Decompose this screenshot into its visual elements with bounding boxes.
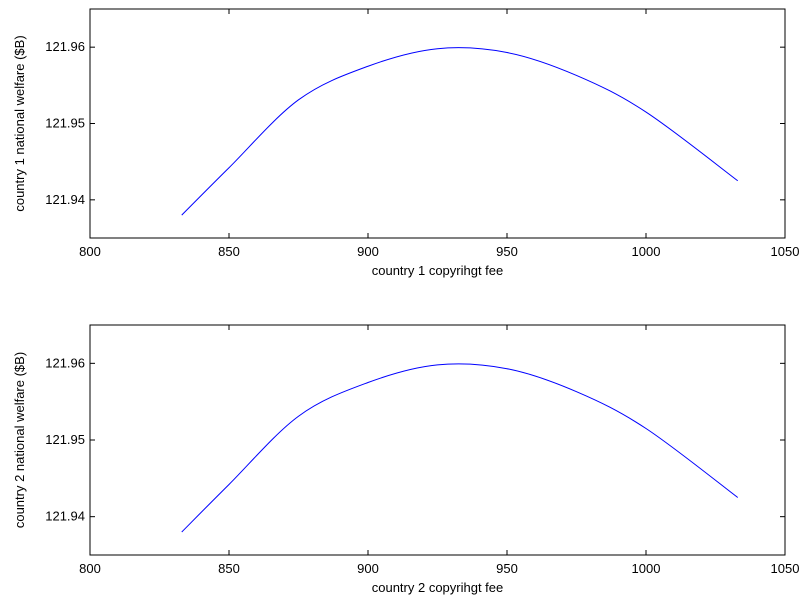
x-tick-label: 900 bbox=[357, 561, 379, 576]
chart-panel-2: 800 850 900 950 1000 1050 121.94 121.95 121.96 c… bbox=[12, 324, 799, 595]
y-axis-label: country 1 national welfare ($B) bbox=[12, 35, 27, 211]
y-axis-label: country 2 national welfare ($B) bbox=[12, 352, 27, 528]
x-axis-label: country 2 copyrihgt fee bbox=[372, 580, 504, 595]
chart-panel-1: 800 850 900 950 1000 1050 121.94 121.95 121.96 c… bbox=[12, 8, 799, 278]
y-tick-label: 121.96 bbox=[45, 355, 85, 370]
plot-frame bbox=[89, 8, 786, 239]
x-tick-label: 1050 bbox=[771, 244, 800, 259]
x-tick-label: 1000 bbox=[632, 244, 661, 259]
x-tick-label: 900 bbox=[357, 244, 379, 259]
axis-ticks: 800 850 900 950 1000 1050 121.94 121.95 121.96 bbox=[45, 9, 799, 259]
x-tick-label: 1050 bbox=[771, 561, 800, 576]
axis-ticks: 800 850 900 950 1000 1050 121.94 121.95 121.96 bbox=[45, 325, 799, 576]
x-axis-label: country 1 copyrihgt fee bbox=[372, 263, 504, 278]
x-tick-label: 850 bbox=[218, 561, 240, 576]
y-tick-label: 121.96 bbox=[45, 39, 85, 54]
x-tick-label: 950 bbox=[496, 244, 518, 259]
y-tick-label: 121.94 bbox=[45, 192, 85, 207]
series-line bbox=[181, 363, 739, 533]
x-tick-label: 800 bbox=[79, 244, 101, 259]
x-tick-label: 950 bbox=[496, 561, 518, 576]
series-line bbox=[181, 47, 739, 216]
y-tick-label: 121.95 bbox=[45, 116, 85, 131]
plot-frame bbox=[89, 324, 786, 556]
x-tick-label: 800 bbox=[79, 561, 101, 576]
y-tick-label: 121.95 bbox=[45, 432, 85, 447]
x-tick-label: 1000 bbox=[632, 561, 661, 576]
y-tick-label: 121.94 bbox=[45, 509, 85, 524]
x-tick-label: 850 bbox=[218, 244, 240, 259]
